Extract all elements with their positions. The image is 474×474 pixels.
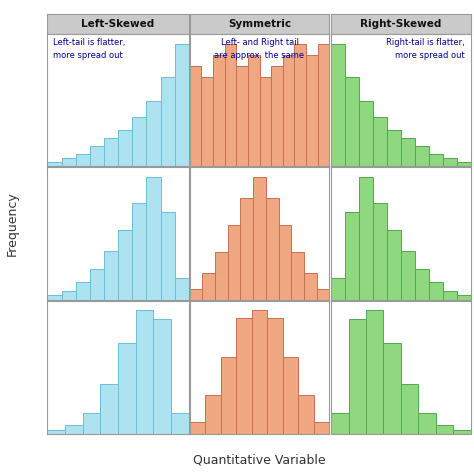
Bar bbox=[291, 252, 304, 300]
Bar bbox=[83, 413, 100, 434]
Bar bbox=[236, 66, 248, 166]
Text: Quantitative Variable: Quantitative Variable bbox=[193, 454, 326, 467]
Bar bbox=[190, 289, 202, 300]
Bar bbox=[202, 273, 215, 300]
Bar bbox=[298, 395, 314, 434]
Text: Frequency: Frequency bbox=[5, 191, 18, 256]
Bar bbox=[146, 177, 161, 300]
Bar bbox=[201, 77, 213, 166]
Bar bbox=[154, 319, 171, 434]
Bar bbox=[136, 310, 154, 434]
Bar bbox=[429, 154, 443, 166]
Bar bbox=[387, 229, 401, 300]
Bar bbox=[205, 395, 221, 434]
Bar bbox=[383, 343, 401, 434]
Bar bbox=[62, 158, 76, 166]
Bar bbox=[318, 44, 329, 166]
Bar bbox=[429, 282, 443, 300]
Bar bbox=[366, 310, 383, 434]
Bar bbox=[65, 426, 83, 434]
Bar bbox=[314, 422, 329, 434]
Bar bbox=[457, 162, 471, 166]
Bar bbox=[387, 130, 401, 166]
Bar bbox=[266, 199, 279, 300]
Bar bbox=[146, 101, 161, 166]
Bar bbox=[236, 318, 252, 434]
Bar bbox=[171, 413, 189, 434]
Bar bbox=[443, 291, 457, 300]
Bar bbox=[443, 158, 457, 166]
Bar bbox=[76, 282, 90, 300]
Bar bbox=[294, 44, 306, 166]
Bar bbox=[174, 44, 189, 166]
Bar bbox=[259, 77, 271, 166]
Bar bbox=[415, 269, 429, 300]
Bar bbox=[317, 289, 329, 300]
Bar bbox=[331, 278, 345, 300]
Bar bbox=[401, 384, 419, 434]
Bar bbox=[104, 252, 118, 300]
Bar bbox=[345, 77, 359, 166]
Text: Right-tail is flatter,
more spread out: Right-tail is flatter, more spread out bbox=[386, 38, 465, 60]
Bar bbox=[118, 229, 132, 300]
Bar bbox=[279, 225, 291, 300]
Bar bbox=[304, 273, 317, 300]
Bar bbox=[174, 278, 189, 300]
Bar bbox=[436, 426, 453, 434]
Bar bbox=[228, 225, 240, 300]
Bar bbox=[283, 356, 298, 434]
Bar bbox=[415, 146, 429, 166]
Bar bbox=[221, 356, 236, 434]
Bar bbox=[373, 203, 387, 300]
Bar bbox=[283, 55, 294, 166]
Text: Left- and Right tail
are approx. the same: Left- and Right tail are approx. the sam… bbox=[214, 38, 305, 60]
Bar bbox=[252, 310, 267, 434]
Bar bbox=[132, 118, 146, 166]
Bar bbox=[453, 429, 471, 434]
Bar bbox=[100, 384, 118, 434]
Bar bbox=[331, 413, 348, 434]
Bar bbox=[457, 295, 471, 300]
Bar bbox=[419, 413, 436, 434]
Text: Symmetric: Symmetric bbox=[228, 19, 291, 29]
Bar bbox=[90, 146, 104, 166]
Bar bbox=[76, 154, 90, 166]
Bar bbox=[331, 44, 345, 166]
Bar bbox=[225, 44, 236, 166]
Text: Left-tail is flatter,
more spread out: Left-tail is flatter, more spread out bbox=[53, 38, 126, 60]
Bar bbox=[190, 422, 205, 434]
Bar bbox=[47, 162, 62, 166]
Bar bbox=[213, 55, 225, 166]
Text: Left-Skewed: Left-Skewed bbox=[82, 19, 155, 29]
Bar bbox=[345, 212, 359, 300]
Bar bbox=[118, 343, 136, 434]
Bar bbox=[47, 429, 65, 434]
Bar bbox=[359, 101, 373, 166]
Bar bbox=[248, 55, 259, 166]
Bar bbox=[373, 118, 387, 166]
Bar bbox=[161, 212, 174, 300]
Bar bbox=[271, 66, 283, 166]
Bar bbox=[90, 269, 104, 300]
Bar bbox=[401, 252, 415, 300]
Text: Right-Skewed: Right-Skewed bbox=[360, 19, 442, 29]
Bar bbox=[47, 295, 62, 300]
Bar bbox=[62, 291, 76, 300]
Bar bbox=[253, 177, 266, 300]
Bar bbox=[190, 66, 201, 166]
Bar bbox=[401, 138, 415, 166]
Bar bbox=[240, 199, 253, 300]
Bar bbox=[118, 130, 132, 166]
Bar bbox=[267, 318, 283, 434]
Bar bbox=[161, 77, 174, 166]
Bar bbox=[306, 55, 318, 166]
Bar bbox=[215, 252, 228, 300]
Bar bbox=[132, 203, 146, 300]
Bar bbox=[348, 319, 366, 434]
Bar bbox=[104, 138, 118, 166]
Bar bbox=[359, 177, 373, 300]
